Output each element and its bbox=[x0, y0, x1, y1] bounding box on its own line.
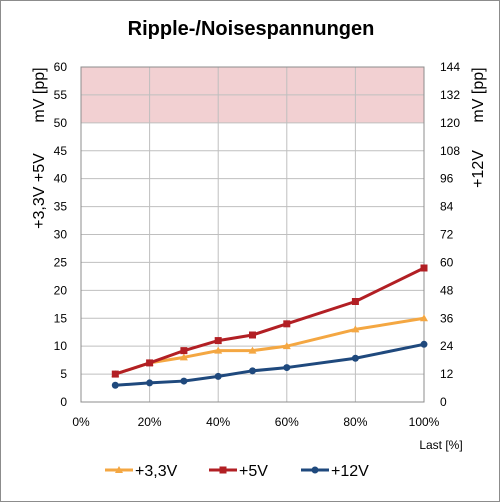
y-right-tick-label: 60 bbox=[440, 255, 454, 269]
x-tick-label: 20% bbox=[138, 415, 162, 429]
y-left-tick-label: 0 bbox=[60, 395, 67, 409]
data-point-12v bbox=[111, 381, 119, 389]
y-left-tick-label: 60 bbox=[54, 60, 68, 74]
data-point-33v bbox=[351, 325, 360, 333]
y-left-axis-unit: mV [pp] bbox=[31, 67, 48, 122]
data-point-5v bbox=[283, 320, 291, 328]
legend-label-12v: +12V bbox=[331, 463, 369, 480]
data-point-12v bbox=[146, 379, 154, 387]
chart-title: Ripple-/Noisespannungen bbox=[128, 18, 375, 40]
data-point-12v bbox=[180, 377, 188, 385]
data-point-5v bbox=[351, 298, 359, 305]
y-left-tick-label: 35 bbox=[54, 200, 68, 214]
series-line-5v bbox=[114, 266, 425, 376]
y-right-tick-label: 84 bbox=[440, 200, 454, 214]
data-point-33v bbox=[282, 342, 291, 350]
data-point-5v bbox=[420, 264, 428, 272]
data-point-33v bbox=[248, 346, 257, 354]
x-tick-label: 60% bbox=[275, 415, 299, 429]
data-point-12v bbox=[351, 354, 359, 362]
data-point-5v bbox=[180, 347, 188, 355]
legend-marker-12v bbox=[311, 466, 319, 474]
data-point-33v bbox=[420, 314, 428, 322]
y-right-tick-label: 72 bbox=[440, 228, 454, 242]
legend-label-33v: +3,3V bbox=[135, 463, 178, 480]
plot-area-border bbox=[80, 66, 425, 403]
y-right-axis-title: +12V bbox=[470, 150, 487, 188]
y-left-tick-label: 55 bbox=[54, 88, 68, 102]
data-point-12v bbox=[420, 340, 428, 348]
x-tick-label: 80% bbox=[343, 415, 367, 429]
data-point-12v bbox=[249, 367, 256, 375]
data-point-5v bbox=[146, 359, 154, 367]
x-axis-title: Last [%] bbox=[419, 438, 462, 452]
y-left-tick-label: 40 bbox=[54, 172, 68, 186]
y-right-tick-label: 144 bbox=[440, 60, 460, 74]
y-right-axis-unit: mV [pp] bbox=[470, 67, 487, 122]
y-left-tick-label: 5 bbox=[60, 367, 67, 381]
data-point-12v bbox=[214, 372, 222, 380]
y-right-tick-label: 120 bbox=[440, 116, 460, 130]
data-point-12v bbox=[283, 364, 291, 372]
y-left-tick-label: 25 bbox=[54, 255, 68, 269]
data-point-33v bbox=[179, 353, 188, 361]
y-right-tick-label: 132 bbox=[440, 88, 460, 102]
legend-label-5v: +5V bbox=[239, 463, 268, 480]
y-right-tick-label: 24 bbox=[440, 339, 454, 353]
legend-marker-33v bbox=[115, 466, 123, 473]
legend-marker-5v bbox=[219, 466, 227, 474]
x-tick-label: 0% bbox=[72, 415, 90, 429]
y-left-axis-title: +3,3V +5V bbox=[31, 153, 48, 229]
y-right-tick-label: 12 bbox=[440, 367, 454, 381]
y-left-tick-label: 45 bbox=[54, 144, 68, 158]
y-right-tick-label: 96 bbox=[440, 172, 454, 186]
y-right-tick-label: 48 bbox=[440, 283, 454, 297]
y-left-tick-label: 10 bbox=[54, 339, 68, 353]
x-tick-label: 100% bbox=[409, 415, 440, 429]
data-point-33v bbox=[214, 346, 223, 354]
data-point-5v bbox=[111, 370, 119, 378]
x-tick-label: 40% bbox=[206, 415, 230, 429]
series-line-12v bbox=[115, 342, 425, 387]
data-point-5v bbox=[214, 337, 222, 345]
y-left-tick-label: 30 bbox=[54, 228, 68, 242]
data-point-5v bbox=[249, 331, 256, 339]
y-right-tick-label: 0 bbox=[440, 395, 447, 409]
y-right-tick-label: 36 bbox=[440, 311, 454, 325]
y-left-tick-label: 20 bbox=[54, 283, 68, 297]
y-right-tick-label: 108 bbox=[440, 144, 460, 158]
y-left-tick-label: 50 bbox=[54, 116, 68, 130]
y-left-tick-label: 15 bbox=[54, 311, 68, 325]
